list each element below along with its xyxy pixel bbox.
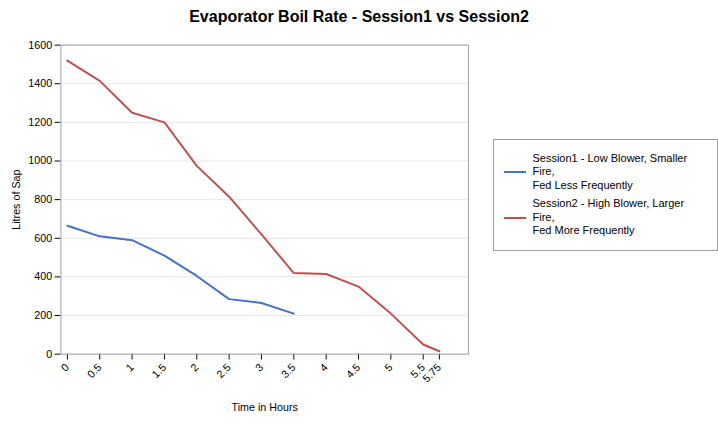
svg-text:1: 1 <box>123 361 136 374</box>
svg-text:1.5: 1.5 <box>149 361 168 380</box>
svg-text:Litres of Sap: Litres of Sap <box>10 170 22 230</box>
svg-text:800: 800 <box>34 193 52 205</box>
svg-text:1400: 1400 <box>28 77 52 89</box>
svg-text:4: 4 <box>317 361 330 374</box>
svg-text:5: 5 <box>382 361 395 374</box>
svg-text:3: 3 <box>253 361 266 374</box>
svg-text:1600: 1600 <box>28 39 52 51</box>
svg-text:5.75: 5.75 <box>420 361 443 384</box>
html-text:Evaporator Boil Rate - Session: Evaporator Boil Rate - Session1 vs Sessi… <box>189 8 529 25</box>
svg-text:0: 0 <box>59 361 72 374</box>
html-text:Session1 - Low Blower, Smaller: Session1 - Low Blower, Smaller Fire, Fed… <box>532 151 688 192</box>
svg-text:5.5: 5.5 <box>408 361 427 381</box>
svg-text:2: 2 <box>188 361 201 374</box>
svg-text:1200: 1200 <box>28 116 52 128</box>
svg-text:0.5: 0.5 <box>85 361 104 380</box>
svg-text:200: 200 <box>34 309 52 321</box>
svg-text:2.5: 2.5 <box>214 361 233 380</box>
html-text:Session2 - High Blower, Larger: Session2 - High Blower, Larger Fire, Fed… <box>532 197 685 237</box>
svg-text:4.5: 4.5 <box>343 361 362 380</box>
svg-text:0: 0 <box>46 348 52 360</box>
svg-text:Time in Hours: Time in Hours <box>232 401 298 413</box>
svg-text:3.5: 3.5 <box>279 361 298 380</box>
svg-text:400: 400 <box>34 270 52 282</box>
svg-text:600: 600 <box>34 232 52 244</box>
svg-text:1000: 1000 <box>28 154 52 166</box>
